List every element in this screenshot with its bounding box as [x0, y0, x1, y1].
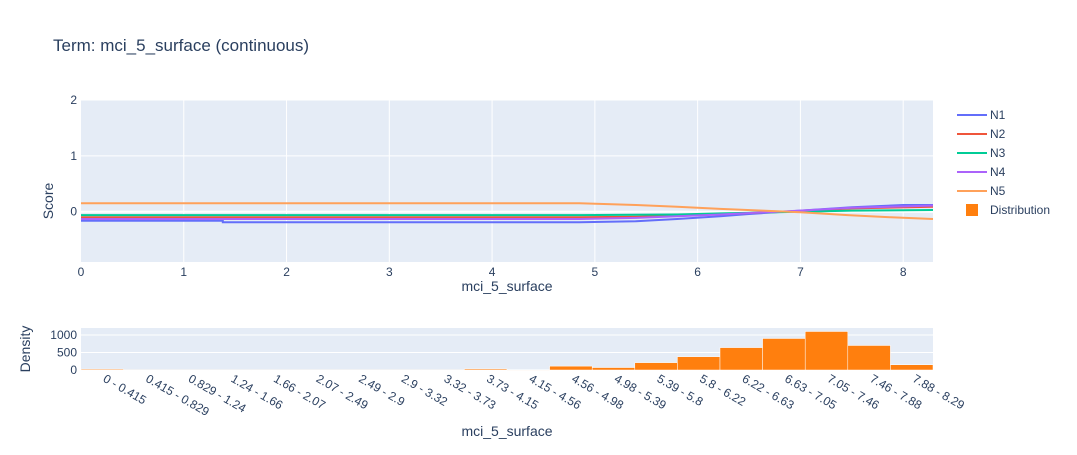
density-bar: [251, 369, 295, 371]
series-line-n5: [81, 202, 933, 220]
score-x-tick-label: 5: [592, 265, 599, 279]
score-x-tick-label: 8: [900, 265, 907, 279]
score-x-tick-label: 3: [386, 265, 393, 279]
score-x-tick-label: 0: [78, 265, 85, 279]
score-y-tick-label: 0: [70, 205, 77, 219]
score-x-tick-label: 7: [797, 265, 804, 279]
score-y-tick-label: 2: [70, 93, 77, 107]
density-y-tick-label: 1000: [50, 328, 77, 342]
density-bar: [378, 369, 423, 371]
score-x-axis-label: mci_5_surface: [461, 278, 552, 294]
density-bar: [677, 356, 721, 371]
score-x-tick-label: 4: [489, 265, 496, 279]
score-x-tick-label: 6: [694, 265, 701, 279]
legend-label-n5: N5: [990, 184, 1006, 198]
density-bar: [165, 369, 210, 371]
density-bar: [890, 364, 934, 371]
score-plot-background: [81, 100, 933, 262]
density-bar: [634, 362, 678, 371]
density-bar: [719, 347, 763, 371]
density-bar: [208, 369, 252, 371]
density-x-tick-label: 5.8 - 6.22: [697, 371, 748, 409]
density-bar: [762, 338, 806, 371]
density-bar: [549, 365, 593, 371]
density-x-axis-label: mci_5_surface: [461, 423, 552, 439]
legend-swatch-distribution: [966, 204, 978, 216]
density-y-axis-label: Density: [17, 326, 33, 373]
density-y-tick-label: 0: [70, 363, 77, 377]
legend-label-n1: N1: [990, 108, 1006, 122]
density-bar: [506, 369, 550, 371]
density-bar: [591, 367, 636, 371]
density-y-tick-label: 500: [57, 346, 77, 360]
density-x-tick-label: 0 - 0.415: [101, 371, 149, 407]
density-bar: [123, 369, 167, 371]
density-bar: [293, 369, 337, 371]
score-x-tick-label: 2: [283, 265, 290, 279]
density-bar: [80, 368, 124, 371]
score-y-axis-label: Score: [40, 183, 56, 220]
density-x-tick-label: 2.9 - 3.32: [399, 371, 450, 409]
series-line-n3: [81, 209, 933, 217]
density-bar: [421, 369, 465, 371]
series-line-n4: [81, 204, 933, 220]
chart-title: Term: mci_5_surface (continuous): [53, 36, 309, 55]
density-bar: [464, 368, 508, 371]
legend-label-n3: N3: [990, 146, 1006, 160]
legend-label-n4: N4: [990, 165, 1006, 179]
density-bar: [804, 331, 849, 371]
legend-label-distribution: Distribution: [990, 203, 1050, 217]
score-y-tick-label: 1: [70, 149, 77, 163]
density-bar: [336, 369, 380, 371]
score-x-tick-label: 1: [180, 265, 187, 279]
legend-label-n2: N2: [990, 127, 1006, 141]
density-bar: [847, 345, 891, 371]
